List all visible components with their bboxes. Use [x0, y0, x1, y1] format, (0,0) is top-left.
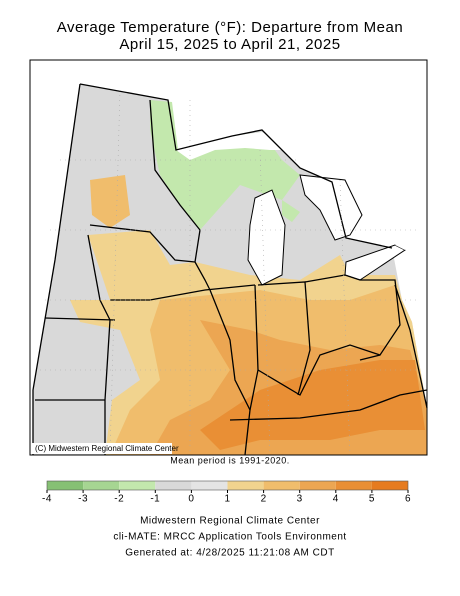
lake-superior — [176, 100, 360, 160]
cool-area — [150, 100, 300, 230]
footer-line: Generated at: 4/28/2025 11:21:08 AM CDT — [125, 548, 334, 559]
legend-swatch — [155, 481, 192, 490]
legend-tick-label: 4 — [333, 494, 339, 505]
mean-note: Mean period is 1991-2020. — [170, 455, 290, 465]
legend-swatch — [83, 481, 120, 490]
legend-swatch — [299, 481, 336, 490]
legend-swatch — [263, 481, 300, 490]
legend-swatch — [119, 481, 156, 490]
warm-area — [90, 175, 130, 228]
lake-erie — [344, 244, 406, 281]
legend-tick-label: -3 — [78, 494, 88, 505]
legend-tick-label: 0 — [188, 494, 194, 505]
state-lines — [32, 83, 428, 456]
title-line: Average Temperature (°F): Departure from… — [57, 19, 403, 36]
legend-tick-label: -2 — [114, 494, 124, 505]
legend-tick-label: 1 — [224, 494, 230, 505]
legend-tick-label: 3 — [297, 494, 303, 505]
legend-tick-label: 6 — [405, 494, 411, 505]
lake-michigan — [247, 189, 286, 286]
lake-ontario — [395, 230, 427, 250]
legend-swatch — [227, 481, 264, 490]
legend-swatch — [335, 481, 372, 490]
footer-line: Midwestern Regional Climate Center — [140, 516, 320, 527]
cool-area — [282, 200, 300, 222]
legend-swatch — [191, 481, 228, 490]
map-frame — [29, 59, 428, 456]
legend-tick-label: 5 — [369, 494, 375, 505]
lake-huron — [299, 174, 363, 241]
credit-bg — [32, 443, 172, 454]
title-line: April 15, 2025 to April 21, 2025 — [119, 36, 340, 53]
footer-line: cli-MATE: MRCC Application Tools Environ… — [113, 532, 346, 543]
legend-tick-label: -1 — [150, 494, 160, 505]
hot-area — [200, 360, 425, 450]
legend-swatch — [371, 481, 408, 490]
legend-tick-label: 2 — [261, 494, 267, 505]
legend-swatch — [47, 481, 84, 490]
legend-tick-label: -4 — [42, 494, 52, 505]
legend: -4 -3 -2 -1 0 1 2 3 4 5 6 — [42, 480, 411, 505]
map-credit: (C) Midwestern Regional Climate Center — [35, 444, 179, 453]
map: (C) Midwestern Regional Climate Center — [29, 59, 428, 456]
